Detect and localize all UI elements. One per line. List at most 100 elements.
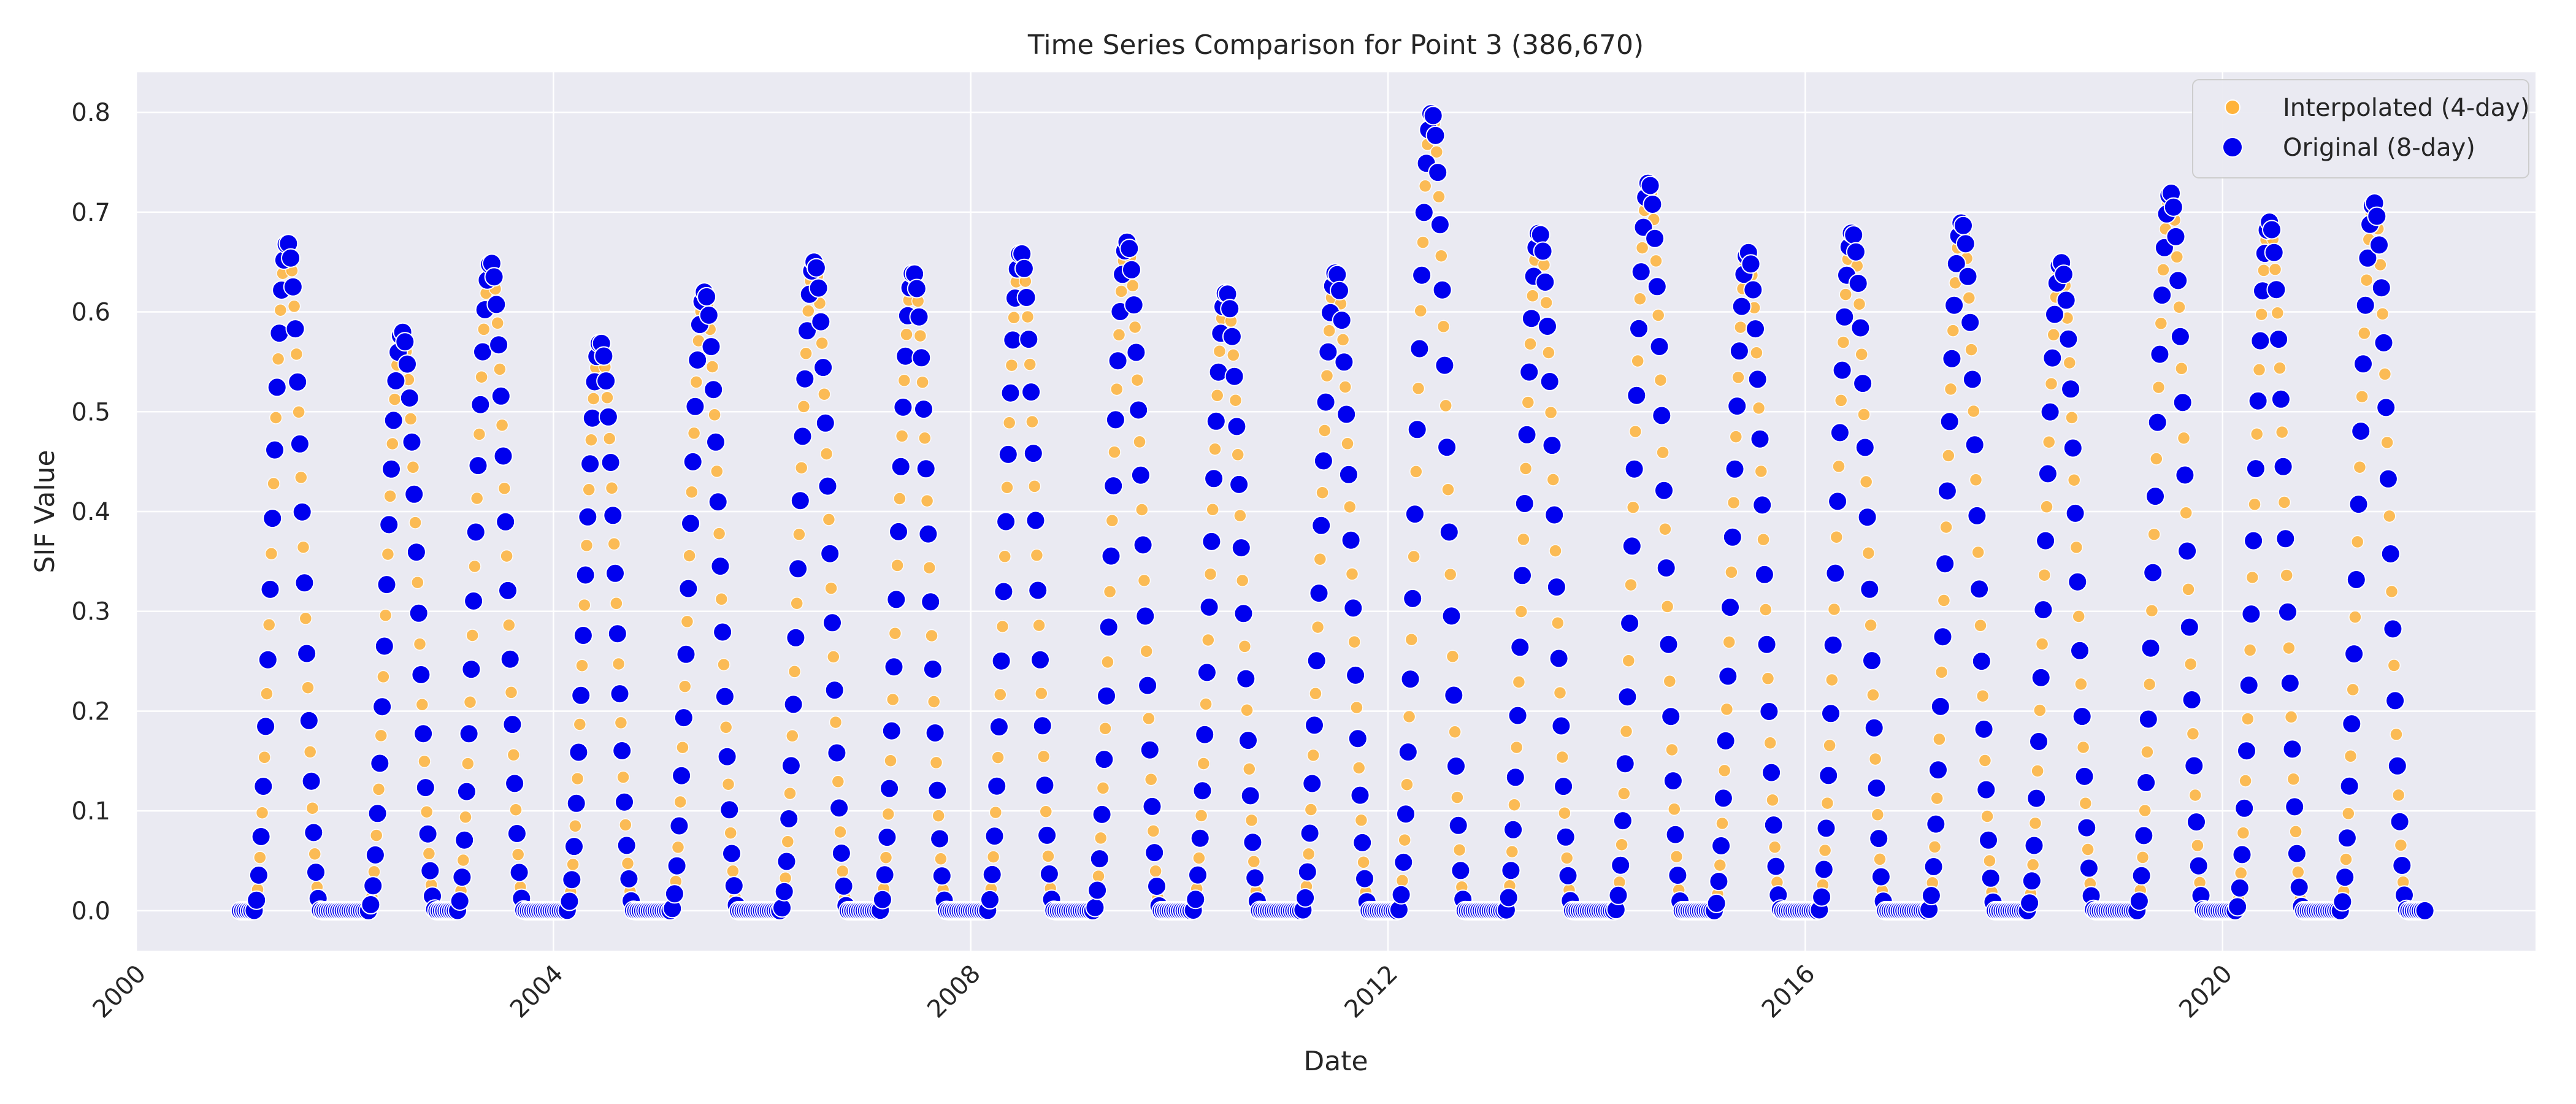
original-point: [916, 459, 936, 479]
original-point: [820, 543, 840, 564]
original-point: [605, 563, 625, 583]
original-point: [1942, 348, 1962, 369]
interpolated-point: [301, 681, 315, 694]
original-point: [889, 521, 908, 542]
interpolated-point: [671, 840, 685, 854]
original-point: [2371, 278, 2391, 298]
interpolated-point: [1149, 864, 1162, 878]
interpolated-point: [411, 575, 424, 589]
original-point: [1122, 259, 1141, 280]
original-point: [600, 453, 621, 472]
interpolated-point: [468, 559, 481, 573]
interpolated-point: [1651, 309, 1665, 322]
interpolated-point: [2353, 460, 2367, 474]
interpolated-point: [1094, 831, 1108, 845]
interpolated-point: [1110, 382, 1124, 396]
interpolated-point: [1942, 449, 1955, 462]
interpolated-point: [1508, 798, 1521, 811]
interpolated-point: [1517, 532, 1530, 546]
original-point: [2065, 503, 2085, 523]
interpolated-point: [884, 754, 897, 767]
original-point: [987, 776, 1007, 796]
interpolated-point: [586, 392, 600, 405]
original-point: [2390, 811, 2410, 832]
interpolated-point: [1971, 545, 1985, 559]
interpolated-point: [582, 483, 596, 497]
original-point: [886, 589, 907, 610]
original-point: [1711, 836, 1731, 856]
interpolated-point: [891, 559, 904, 572]
original-point: [575, 565, 596, 585]
interpolated-point: [305, 801, 320, 815]
original-point: [1933, 627, 1953, 647]
original-point: [2187, 812, 2206, 832]
interpolated-point: [386, 437, 399, 451]
interpolated-point: [2383, 509, 2396, 523]
interpolated-point: [1306, 748, 1320, 762]
original-point: [2392, 856, 2412, 875]
original-point: [2285, 797, 2305, 817]
original-point: [1430, 215, 1450, 235]
original-point: [1866, 778, 1887, 798]
original-point: [281, 248, 301, 268]
interpolated-point: [1754, 464, 1768, 478]
original-point: [715, 686, 735, 707]
interpolated-point: [619, 818, 632, 832]
interpolated-point: [1005, 358, 1019, 372]
interpolated-point: [834, 825, 847, 839]
original-point: [1224, 366, 1244, 386]
interpolated-point: [569, 819, 582, 833]
interpolated-point: [994, 688, 1007, 702]
original-point: [580, 454, 600, 474]
interpolated-point: [1096, 781, 1110, 795]
original-point: [292, 502, 312, 522]
interpolated-point: [1750, 346, 1763, 359]
original-point: [1332, 310, 1352, 331]
original-point: [1546, 577, 1566, 597]
original-point: [461, 659, 481, 680]
interpolated-point: [1669, 849, 1684, 864]
interpolated-point: [1766, 793, 1779, 807]
interpolated-point: [463, 696, 477, 709]
original-point: [1654, 480, 1674, 500]
interpolated-point: [1452, 843, 1466, 857]
interpolated-point: [1194, 809, 1208, 822]
interpolated-point: [1137, 573, 1151, 588]
original-point: [2269, 329, 2289, 350]
original-point: [1533, 241, 1553, 261]
interpolated-point: [1035, 686, 1048, 700]
interpolated-point: [2245, 570, 2260, 585]
interpolated-point: [264, 547, 278, 561]
original-point: [989, 717, 1009, 737]
original-point: [2020, 893, 2040, 913]
original-point: [2387, 756, 2407, 776]
y-tick-label: 0.1: [71, 797, 110, 826]
original-point: [831, 843, 851, 863]
original-point: [667, 856, 687, 876]
original-point: [1725, 459, 1745, 479]
interpolated-point: [1649, 254, 1663, 268]
y-tick-label: 0.3: [71, 598, 110, 626]
interpolated-point: [1343, 500, 1357, 514]
interpolated-point: [413, 637, 427, 651]
interpolated-point: [1130, 373, 1144, 387]
original-point: [1752, 495, 1773, 515]
original-point: [932, 866, 952, 886]
interpolated-point: [580, 539, 594, 553]
interpolated-point: [1633, 292, 1647, 305]
original-point: [1661, 707, 1681, 727]
original-point: [1400, 669, 1420, 689]
original-point: [383, 410, 404, 431]
interpolated-point: [1861, 546, 1876, 560]
original-point: [1514, 494, 1535, 513]
interpolated-point: [271, 352, 285, 366]
interpolated-point: [2391, 788, 2405, 802]
original-point: [1195, 724, 1215, 745]
original-point: [1346, 665, 1366, 685]
interpolated-point: [1301, 847, 1316, 861]
original-point: [2175, 465, 2195, 485]
interpolated-point: [721, 777, 735, 791]
original-point: [2339, 776, 2359, 796]
original-point: [1037, 825, 1057, 845]
